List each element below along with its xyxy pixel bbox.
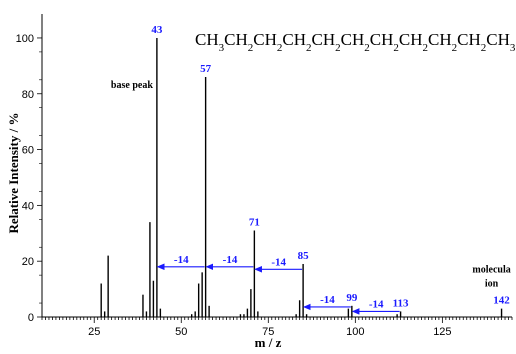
loss-label-71: -14: [223, 254, 238, 266]
peak-label-113: 113: [393, 297, 409, 309]
base-peak-note: base peak: [111, 80, 153, 91]
x-tick-label: 75: [262, 326, 274, 338]
x-tick-label: 50: [175, 326, 187, 338]
x-tick-label: 125: [433, 326, 451, 338]
x-tick-label: 100: [346, 326, 364, 338]
mass-loss-annotations: -14 -14 -14 -14 -14: [156, 254, 400, 315]
y-tick-label: 20: [22, 256, 34, 268]
loss-label-85: -14: [271, 256, 286, 268]
peak-label-71: 71: [249, 216, 260, 228]
loss-label-99: -14: [320, 294, 335, 306]
y-tick-label: 0: [28, 312, 34, 324]
y-tick-label: 80: [22, 89, 34, 101]
molecular-ion-note-line2: ion: [485, 278, 499, 289]
peak-label-57: 57: [200, 63, 212, 75]
y-tick-label: 60: [22, 145, 34, 157]
peak-label-99: 99: [346, 292, 358, 304]
peak-label-85: 85: [298, 250, 310, 262]
y-tick-label: 40: [22, 200, 34, 212]
chart-axes: 25 50 75 100 125 0 20 40 60 80 100: [16, 14, 513, 338]
loss-label-113: -14: [369, 298, 384, 310]
molecular-ion-note-line1: molecula: [472, 264, 510, 275]
y-axis-label: Relative Intensity / %: [6, 113, 21, 234]
x-tick-label: 25: [88, 326, 100, 338]
chart-title-formula: CH3CH2CH2CH2CH2CH2CH2CH2CH2CH2CH3: [195, 30, 516, 54]
spectrum-peaks: [100, 37, 503, 317]
peak-label-142: 142: [493, 295, 510, 307]
y-tick-label: 100: [16, 33, 34, 45]
x-axis-label: m / z: [255, 335, 282, 350]
peak-labels: 43 57 71 85 99 113 142 base peak molecula ion: [111, 24, 511, 309]
peak-label-43: 43: [151, 24, 163, 36]
loss-label-57: -14: [174, 254, 189, 266]
